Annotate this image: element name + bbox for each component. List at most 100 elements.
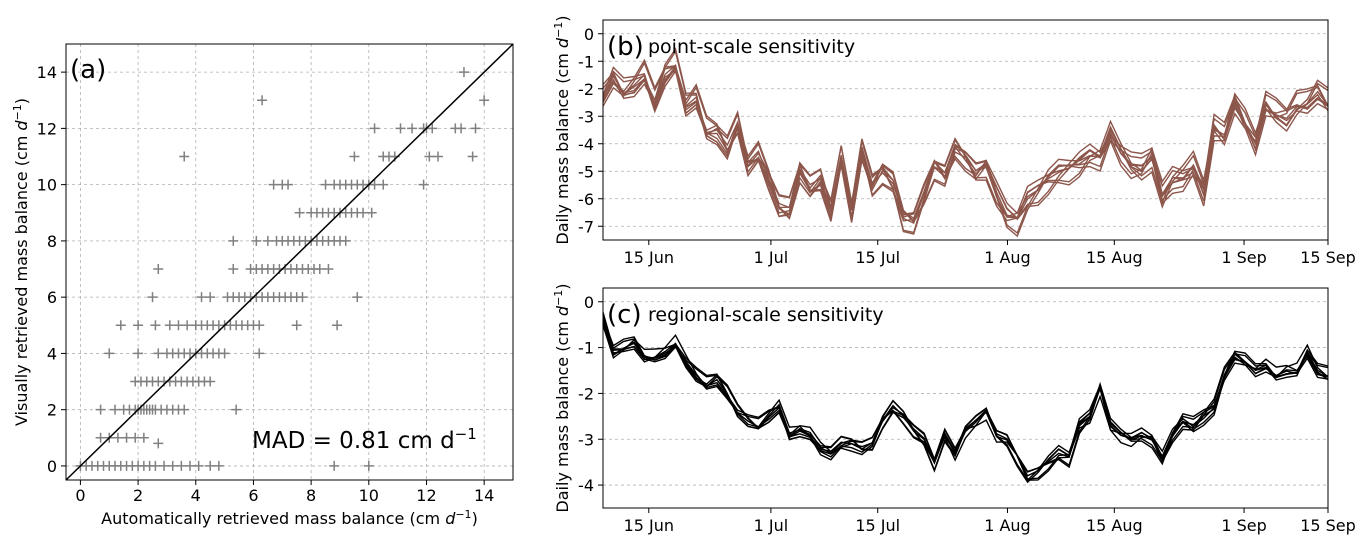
a-point-27	[130, 432, 141, 443]
b-ytick-label-7: -7	[578, 217, 594, 236]
a-point-78	[133, 320, 144, 331]
a-xtick-label-0: 0	[75, 486, 85, 505]
a-point-81	[173, 320, 184, 331]
b-xtick-label-0: 15 Jun	[624, 248, 674, 267]
b-axes-frame	[602, 19, 1329, 241]
a-point-130	[323, 264, 334, 275]
c-xtick-label-2: 15 Jul	[855, 516, 900, 535]
b-xtick-label-2: 15 Jul	[855, 248, 900, 267]
a-point-116	[228, 264, 239, 275]
a-point-178	[433, 151, 444, 162]
a-point-31	[110, 404, 121, 415]
a-point-114	[352, 292, 363, 303]
c-xtick-label-1: 1 Jul	[754, 516, 789, 535]
a-point-79	[150, 320, 161, 331]
a-point-159	[268, 179, 279, 190]
a-point-115	[153, 264, 164, 275]
c-series-2	[602, 322, 1329, 484]
a-point-129	[314, 264, 325, 275]
a-point-182	[395, 123, 406, 134]
a-point-76	[254, 348, 265, 359]
a-point-26	[121, 432, 132, 443]
a-point-20	[213, 460, 224, 471]
a-point-62	[104, 348, 115, 359]
a-point-189	[470, 123, 481, 134]
a-ytick-label-7: 14	[37, 63, 57, 82]
a-panel-letter: (a)	[70, 55, 106, 85]
a-mad-annotation: MAD = 0.81 cm d−1	[252, 425, 477, 454]
a-point-98	[196, 292, 207, 303]
c-xtick-label-0: 15 Jun	[624, 516, 674, 535]
a-xtick-label-2: 4	[191, 486, 201, 505]
a-point-173	[349, 151, 360, 162]
b-series-7	[602, 64, 1329, 235]
a-point-17	[185, 460, 196, 471]
a-point-77	[115, 320, 126, 331]
a-point-183	[407, 123, 418, 134]
c-xtick-label-5: 1 Sep	[1221, 516, 1266, 535]
b-ytick-label-4: -4	[578, 135, 594, 154]
a-xtick-label-6: 12	[416, 486, 436, 505]
a-point-188	[456, 123, 467, 134]
a-xtick-label-7: 14	[474, 486, 494, 505]
c-series-4	[602, 325, 1329, 477]
a-point-170	[369, 179, 380, 190]
a-ytick-label-2: 4	[47, 344, 57, 363]
b-ytick-label-6: -6	[578, 190, 594, 209]
a-point-46	[179, 404, 190, 415]
a-point-181	[369, 123, 380, 134]
a-point-161	[283, 179, 294, 190]
a-point-162	[320, 179, 331, 190]
a-point-75	[219, 348, 230, 359]
a-point-95	[291, 320, 302, 331]
b-ytick-label-3: -3	[578, 107, 594, 126]
a-ytick-label-5: 10	[37, 176, 57, 195]
a-point-80	[164, 320, 175, 331]
c-panel-letter: (c)	[607, 300, 642, 330]
a-xtick-label-5: 10	[359, 486, 379, 505]
a-point-14	[159, 460, 170, 471]
b-xtick-label-6: 15 Sep	[1300, 248, 1356, 267]
a-point-172	[418, 179, 429, 190]
b-ytick-label-5: -5	[578, 162, 594, 181]
a-point-157	[358, 207, 369, 218]
a-point-177	[424, 151, 435, 162]
c-ytick-label-4: -4	[578, 476, 594, 495]
a-point-94	[254, 320, 265, 331]
b-xtick-label-4: 15 Aug	[1086, 248, 1143, 267]
a-point-171	[378, 179, 389, 190]
a-point-61	[205, 376, 216, 387]
a-point-18	[193, 460, 204, 471]
a-point-133	[262, 235, 273, 246]
a-point-28	[138, 432, 149, 443]
a-point-23	[95, 432, 106, 443]
a-axes-frame	[65, 43, 514, 481]
c-ytick-label-0: 0	[584, 293, 594, 312]
c-xtick-label-6: 15 Sep	[1300, 516, 1356, 535]
a-point-191	[479, 95, 490, 106]
a-point-186	[427, 123, 438, 134]
a-point-13	[150, 460, 161, 471]
b-panel-title: point-scale sensitivity	[648, 36, 855, 58]
a-point-29	[153, 438, 164, 449]
b-xtick-label-1: 1 Jul	[754, 248, 789, 267]
panel-c-line-chart: 0 -1 -2 -3 -4 15 Jun 1 Jul 15 Jul 1 Aug 15 Aug 1 S…	[552, 283, 1356, 535]
b-ytick-label-1: -1	[578, 52, 594, 71]
b-ytick-label-2: -2	[578, 80, 594, 99]
c-xtick-label-3: 1 Aug	[984, 516, 1031, 535]
b-xtick-label-5: 1 Sep	[1221, 248, 1266, 267]
a-ytick-label-0: 0	[47, 457, 57, 476]
a-ytick-label-6: 12	[37, 119, 57, 138]
b-ytick-label-0: 0	[584, 25, 594, 44]
a-point-82	[182, 320, 193, 331]
a-xtick-label-1: 2	[133, 486, 143, 505]
c-ylabel: Daily mass balance (cm d−1)	[552, 283, 573, 512]
a-ylabel: Visually retrieved mass balance (cm d−1)	[11, 98, 32, 426]
c-ytick-label-2: -2	[578, 384, 594, 403]
a-point-180	[179, 151, 190, 162]
panel-b-line-chart: 0 -1 -2 -3 -4 -5 -6 -7 15 Jun 1 Jul 15 Jul 1 Aug 15 …	[552, 15, 1356, 267]
a-xtick-label-4: 8	[306, 486, 316, 505]
b-series-8	[602, 47, 1329, 222]
a-point-132	[251, 235, 262, 246]
b-xtick-label-3: 1 Aug	[984, 248, 1031, 267]
